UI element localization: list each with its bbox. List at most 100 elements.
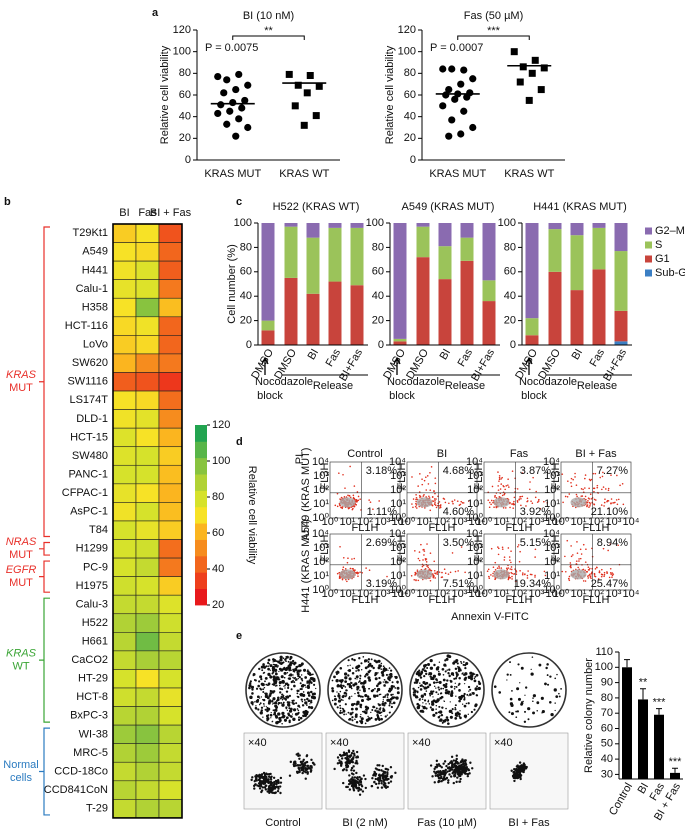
colony: [429, 695, 431, 697]
axis-tick-label: 10⁴: [623, 516, 640, 528]
colony: [351, 658, 353, 660]
axis-tick-label: 10¹: [467, 570, 483, 582]
colony: [474, 676, 476, 678]
flow-event: [419, 560, 421, 562]
flow-event: [509, 568, 511, 570]
colony-cell: [384, 772, 386, 774]
colony: [374, 660, 376, 662]
heatmap-cell: [136, 354, 159, 373]
axis-tick-label: 10¹: [313, 498, 329, 510]
colony: [261, 683, 264, 686]
flow-event: [509, 559, 511, 561]
colony-cell: [310, 769, 312, 771]
colony: [519, 682, 520, 683]
colony-cell: [350, 769, 352, 771]
flow-event: [344, 496, 346, 498]
colony: [298, 690, 300, 692]
colony-cell: [452, 766, 454, 768]
heatmap-cell: [136, 707, 159, 726]
colony: [308, 706, 311, 709]
bar-segment: [593, 269, 606, 345]
flow-event: [422, 566, 424, 568]
flow-event: [580, 558, 582, 560]
colorbar-band: [195, 540, 207, 557]
colony-cell: [381, 786, 383, 788]
row-label: PANC-1: [68, 468, 108, 480]
colony: [438, 711, 440, 713]
row-label: H522: [82, 617, 108, 629]
colony-cell: [307, 765, 309, 767]
colony: [266, 717, 269, 720]
flow-event: [565, 496, 567, 498]
colony-cell: [519, 778, 521, 780]
colony-cell: [513, 768, 515, 770]
colony-cell: [262, 786, 264, 788]
colony-cell: [517, 770, 519, 772]
flow-event: [593, 488, 595, 490]
colony: [515, 716, 517, 718]
colony: [468, 676, 471, 679]
flow-event: [509, 556, 511, 558]
colony-cell: [447, 779, 449, 781]
colony: [385, 715, 387, 717]
flow-event: [578, 560, 580, 562]
colony: [455, 704, 457, 706]
colony: [291, 700, 293, 702]
data-point: [223, 76, 230, 83]
flow-event: [527, 575, 529, 577]
flow-event: [611, 572, 613, 574]
heatmap-cell: [136, 447, 159, 466]
colony: [359, 680, 361, 682]
colony: [413, 693, 415, 695]
block-label: Nocodazole: [255, 376, 313, 388]
flow-event: [522, 574, 524, 576]
colony: [467, 702, 469, 704]
data-point: [445, 133, 452, 140]
colony: [263, 705, 264, 706]
flow-event: [566, 540, 568, 542]
data-point: [469, 75, 476, 82]
block-label: Nocodazole: [387, 376, 445, 388]
chart-title: A549 (KRAS MUT): [402, 201, 495, 213]
flow-event: [519, 551, 521, 553]
colony: [277, 721, 280, 724]
colony: [279, 719, 282, 722]
colony: [267, 668, 270, 671]
axis-tick-label: 10⁰: [389, 584, 406, 596]
flow-event: [423, 554, 425, 556]
colony: [390, 712, 391, 713]
flow-event: [434, 503, 436, 505]
colony: [440, 688, 442, 690]
flow-event: [562, 502, 564, 504]
colony: [525, 686, 527, 688]
flow-event: [583, 544, 585, 546]
colony: [435, 687, 436, 688]
colony: [287, 712, 290, 715]
colony-cell: [377, 787, 379, 789]
colony: [267, 684, 269, 686]
heatmap-cell: [136, 799, 159, 818]
column-label: BI + Fas: [150, 207, 192, 219]
y-tick-label: 60: [179, 89, 191, 101]
magnification: ×40: [330, 737, 349, 749]
colony: [294, 677, 296, 679]
colony-cell: [468, 772, 470, 774]
data-point: [526, 97, 533, 104]
colony: [331, 690, 334, 693]
colony: [370, 712, 371, 713]
group-label: EGFR: [6, 564, 37, 576]
panel-label: c: [236, 196, 242, 208]
flow-event: [583, 580, 585, 582]
colony: [474, 704, 477, 707]
colony-cell: [384, 785, 386, 787]
colony: [292, 669, 294, 671]
colorbar-band: [195, 556, 207, 573]
colony: [536, 710, 538, 712]
colony: [468, 714, 469, 715]
colony: [254, 701, 255, 702]
colony: [542, 710, 545, 713]
flow-event: [588, 575, 590, 577]
channel-label: FL1H: [506, 522, 533, 534]
channel-label: FL1H: [429, 594, 456, 606]
colony: [464, 672, 467, 675]
